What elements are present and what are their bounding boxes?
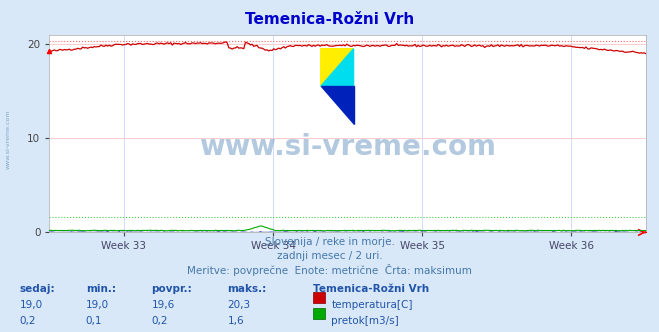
Text: temperatura[C]: temperatura[C] <box>331 300 413 310</box>
Text: zadnji mesec / 2 uri.: zadnji mesec / 2 uri. <box>277 251 382 261</box>
Text: 0,2: 0,2 <box>152 316 168 326</box>
Text: www.si-vreme.com: www.si-vreme.com <box>5 110 11 169</box>
Text: min.:: min.: <box>86 284 116 294</box>
Text: 0,1: 0,1 <box>86 316 102 326</box>
Text: 0,2: 0,2 <box>20 316 36 326</box>
Text: 1,6: 1,6 <box>227 316 244 326</box>
Text: Slovenija / reke in morje.: Slovenija / reke in morje. <box>264 237 395 247</box>
Text: povpr.:: povpr.: <box>152 284 192 294</box>
Polygon shape <box>321 86 354 124</box>
Text: 20,3: 20,3 <box>227 300 250 310</box>
Polygon shape <box>321 49 354 86</box>
Text: 19,0: 19,0 <box>20 300 43 310</box>
Text: pretok[m3/s]: pretok[m3/s] <box>331 316 399 326</box>
Text: Temenica-Rožni Vrh: Temenica-Rožni Vrh <box>313 284 429 294</box>
Text: sedaj:: sedaj: <box>20 284 55 294</box>
Text: 19,0: 19,0 <box>86 300 109 310</box>
Text: Meritve: povprečne  Enote: metrične  Črta: maksimum: Meritve: povprečne Enote: metrične Črta:… <box>187 264 472 276</box>
Text: www.si-vreme.com: www.si-vreme.com <box>199 133 496 161</box>
Text: 19,6: 19,6 <box>152 300 175 310</box>
Text: maks.:: maks.: <box>227 284 267 294</box>
Polygon shape <box>321 49 354 86</box>
Text: Temenica-Rožni Vrh: Temenica-Rožni Vrh <box>245 12 414 27</box>
